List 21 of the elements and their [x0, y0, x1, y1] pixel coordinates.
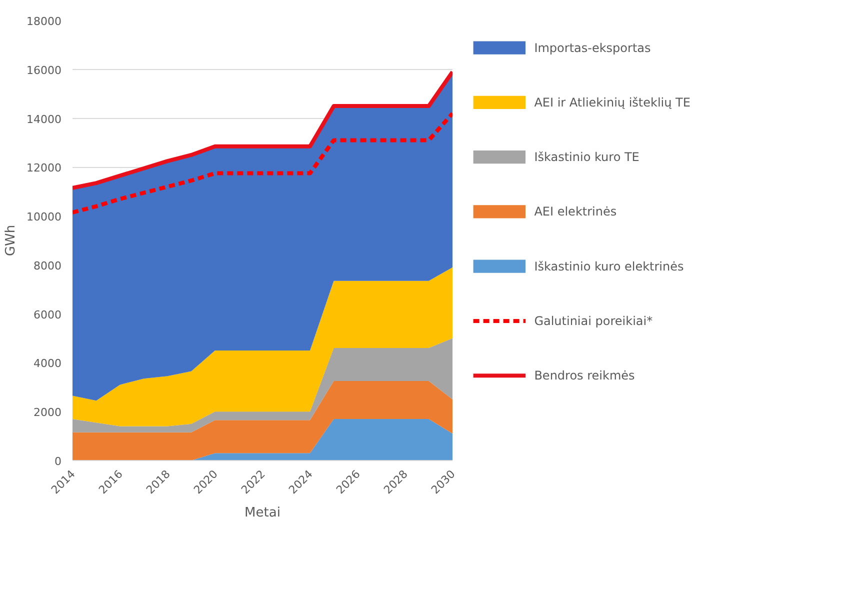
legend-label: Iškastinio kuro elektrinės: [534, 259, 684, 274]
y-tick-label: 2000: [34, 406, 62, 420]
y-axis-title: GWh: [4, 224, 19, 256]
legend-label: Galutiniai poreikiai*: [534, 314, 653, 328]
x-axis-title: Metai: [244, 506, 280, 521]
legend-label: Bendros reikmės: [534, 368, 635, 383]
legend-label: AEI elektrinės: [534, 204, 617, 219]
legend-label: Iškastinio kuro TE: [534, 150, 640, 164]
y-tick-label: 8000: [34, 259, 62, 272]
legend-label: AEI ir Atliekinių išteklių TE: [534, 95, 690, 110]
y-tick-label: 10000: [26, 210, 62, 224]
y-tick-label: 18000: [26, 15, 62, 28]
legend-label: Importas-eksportas: [534, 40, 651, 55]
line-series: [72, 111, 452, 214]
y-tick-label: 6000: [34, 308, 62, 322]
y-tick-label: 16000: [26, 64, 62, 77]
y-tick-label: 12000: [26, 162, 62, 175]
y-tick-label: 0: [54, 455, 62, 468]
line-series: [72, 70, 452, 190]
y-tick-label: 14000: [26, 112, 62, 126]
y-tick-label: 4000: [34, 357, 62, 370]
